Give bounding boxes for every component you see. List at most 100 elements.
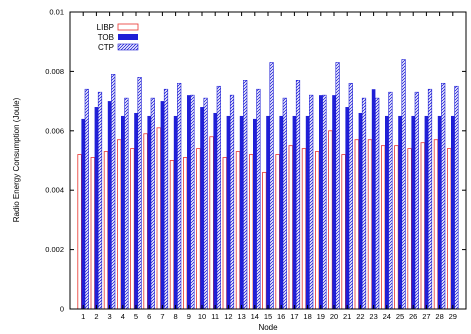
- bar-tob: [305, 115, 310, 309]
- bar-libp: [262, 171, 267, 310]
- bar-ctp: [295, 80, 301, 310]
- bar-tob: [134, 112, 138, 309]
- bar-libp: [301, 148, 307, 310]
- bar-ctp: [441, 82, 446, 310]
- legend-label-tob: TOB: [98, 33, 114, 42]
- bar-ctp: [401, 59, 406, 310]
- bar-ctp: [322, 94, 327, 310]
- bar-tob: [398, 115, 402, 309]
- x-tick-label: 16: [277, 312, 285, 321]
- x-tick-label: 25: [396, 312, 404, 321]
- x-tick-label: 4: [121, 312, 125, 321]
- bar-tob: [279, 115, 283, 309]
- x-tick-label: 3: [108, 312, 112, 321]
- x-tick-label: 7: [160, 312, 164, 321]
- bar-libp: [156, 127, 161, 310]
- bar-tob: [81, 118, 85, 309]
- bar-tob: [371, 89, 376, 309]
- x-tick-label: 20: [330, 312, 338, 321]
- bar-libp: [235, 151, 241, 310]
- bar-libp: [433, 139, 439, 310]
- y-tick-label: 0.008: [45, 67, 64, 76]
- bar-ctp: [111, 74, 116, 310]
- bar-tob: [292, 115, 297, 309]
- bar-ctp: [124, 97, 129, 310]
- x-tick-label: 6: [147, 312, 151, 321]
- x-tick-label: 21: [343, 312, 351, 321]
- legend-swatch-tob: [118, 34, 138, 40]
- bar-libp: [90, 157, 95, 310]
- x-tick-label: 13: [237, 312, 245, 321]
- bar-libp: [328, 130, 333, 310]
- bar-tob: [358, 112, 363, 309]
- bar-ctp: [282, 97, 287, 310]
- x-tick-label: 29: [449, 312, 457, 321]
- bar-ctp: [454, 85, 459, 310]
- bar-tob: [147, 115, 151, 309]
- bar-libp: [248, 154, 254, 310]
- bar-libp: [143, 133, 148, 310]
- bar-ctp: [137, 77, 142, 310]
- x-tick-label: 28: [435, 312, 443, 321]
- bar-tob: [226, 115, 231, 309]
- bar-ctp: [309, 94, 314, 310]
- plot-frame: [69, 11, 467, 310]
- y-tick-label: 0.004: [45, 186, 64, 195]
- x-tick-label: 9: [187, 312, 191, 321]
- bar-ctp: [348, 82, 353, 310]
- bar-libp: [367, 139, 373, 310]
- bar-ctp: [163, 88, 169, 310]
- legend-swatch-ctp: [117, 43, 139, 51]
- bar-ctp: [388, 91, 393, 310]
- bar-ctp: [97, 91, 103, 310]
- bar-tob: [345, 107, 349, 309]
- bar-tob: [107, 101, 112, 309]
- bar-ctp: [427, 88, 433, 310]
- x-tick-label: 24: [383, 312, 391, 321]
- bar-ctp: [361, 97, 367, 310]
- bar-libp: [77, 154, 82, 310]
- x-tick-label: 11: [211, 312, 219, 321]
- bar-libp: [209, 136, 214, 310]
- x-tick-label: 19: [317, 312, 325, 321]
- x-tick-label: 23: [369, 312, 377, 321]
- bar-tob: [332, 95, 336, 309]
- bar-ctp: [414, 91, 419, 310]
- x-tick-label: 22: [356, 312, 364, 321]
- bar-ctp: [150, 97, 155, 310]
- x-axis-title: Node: [258, 323, 278, 332]
- legend-label-libp: LIBP: [97, 23, 114, 32]
- x-tick-label: 17: [290, 312, 298, 321]
- bar-libp: [196, 148, 201, 310]
- bar-ctp: [335, 62, 340, 310]
- bar-ctp: [256, 88, 261, 310]
- x-tick-label: 8: [174, 312, 178, 321]
- bar-tob: [200, 107, 204, 309]
- bar-ctp: [375, 97, 380, 310]
- x-tick-label: 27: [422, 312, 430, 321]
- y-axis-title: Radio Energy Consumption (Joule): [12, 97, 21, 222]
- bar-libp: [117, 139, 122, 310]
- bar-ctp: [216, 85, 221, 310]
- bar-libp: [222, 157, 227, 310]
- x-tick-label: 14: [251, 312, 259, 321]
- bar-libp: [130, 148, 135, 310]
- x-tick-label: 1: [81, 312, 85, 321]
- legend-swatch-libp: [117, 23, 139, 31]
- bar-ctp: [84, 88, 89, 310]
- bar-ctp: [190, 94, 195, 310]
- y-tick-label: 0: [60, 305, 64, 314]
- bar-tob: [319, 95, 323, 309]
- bar-tob: [253, 118, 257, 309]
- bar-libp: [341, 154, 346, 310]
- bar-libp: [354, 139, 359, 310]
- bar-tob: [385, 115, 389, 309]
- bar-tob: [451, 115, 455, 309]
- bar-libp: [275, 154, 280, 310]
- bar-libp: [394, 145, 399, 310]
- legend-label-ctp: CTP: [98, 43, 114, 52]
- bar-tob: [411, 115, 415, 309]
- bar-libp: [407, 148, 412, 310]
